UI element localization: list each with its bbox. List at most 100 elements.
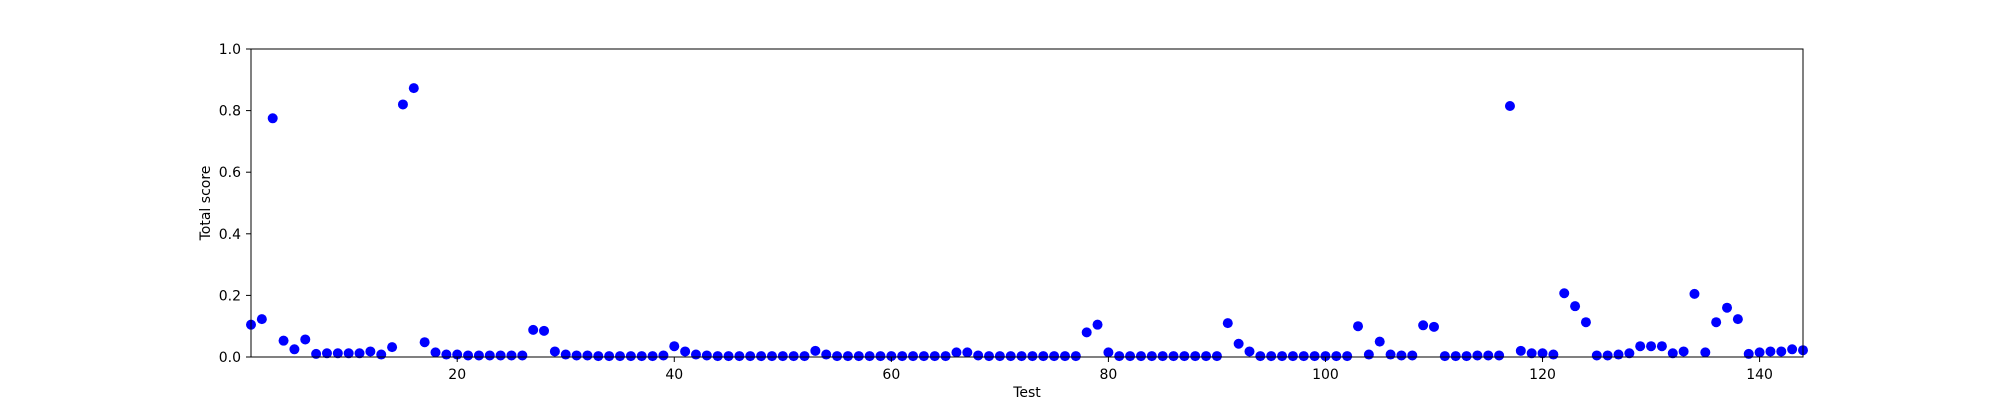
- data-point: [1222, 318, 1233, 329]
- data-point: [582, 350, 593, 361]
- data-point: [658, 350, 669, 361]
- x-axis-label: Test: [1012, 385, 1041, 400]
- data-point: [1027, 351, 1038, 362]
- data-point: [1353, 321, 1364, 332]
- y-tick-label: 0.8: [219, 104, 241, 120]
- data-point: [441, 349, 452, 360]
- data-point: [1494, 350, 1505, 361]
- data-point: [1548, 349, 1559, 360]
- data-point: [387, 342, 398, 353]
- data-point: [777, 351, 788, 362]
- data-point: [1602, 350, 1613, 361]
- data-point: [1190, 351, 1201, 362]
- data-point: [1559, 288, 1570, 299]
- y-tick-label: 0.0: [219, 350, 241, 366]
- plot-frame: [250, 48, 1804, 358]
- data-points: [246, 83, 1808, 362]
- data-point: [1201, 351, 1212, 362]
- x-tick-label: 60: [882, 367, 900, 383]
- data-point: [1135, 351, 1146, 362]
- y-tick-label: 1.0: [219, 42, 241, 58]
- data-point: [615, 351, 626, 362]
- data-point: [560, 349, 571, 360]
- data-point: [1114, 351, 1125, 362]
- data-point: [984, 351, 995, 362]
- data-point: [517, 350, 528, 361]
- data-point: [1450, 351, 1461, 362]
- data-point: [1255, 351, 1266, 362]
- data-point: [1211, 351, 1222, 362]
- data-point: [864, 351, 875, 362]
- y-axis-label: Total score: [198, 166, 214, 242]
- data-point: [1418, 320, 1429, 331]
- data-point: [853, 351, 864, 362]
- data-point: [701, 350, 712, 361]
- data-point: [1787, 344, 1798, 355]
- data-point: [463, 350, 474, 361]
- data-point: [1407, 350, 1418, 361]
- data-point: [886, 351, 897, 362]
- data-point: [1776, 346, 1787, 357]
- data-point: [1059, 351, 1070, 362]
- data-point: [528, 324, 539, 335]
- data-point: [1765, 346, 1776, 357]
- data-point: [908, 351, 919, 362]
- x-tick-label: 120: [1529, 367, 1556, 383]
- data-point: [1309, 351, 1320, 362]
- data-point: [669, 341, 680, 352]
- data-point: [1580, 317, 1591, 328]
- data-point: [1277, 351, 1288, 362]
- data-point: [1689, 288, 1700, 299]
- data-point: [473, 350, 484, 361]
- data-point: [929, 351, 940, 362]
- data-point: [734, 351, 745, 362]
- data-point: [1331, 351, 1342, 362]
- data-point: [1646, 341, 1657, 352]
- data-point: [343, 348, 354, 359]
- data-point: [1700, 347, 1711, 358]
- y-axis-ticks: 0.0 0.2 0.4 0.6 0.8 1.0: [219, 42, 251, 366]
- data-point: [1092, 319, 1103, 330]
- data-point: [940, 351, 951, 362]
- data-point: [766, 351, 777, 362]
- data-point: [1472, 350, 1483, 361]
- data-point: [1591, 350, 1602, 361]
- data-point: [1005, 351, 1016, 362]
- data-point: [1168, 351, 1179, 362]
- data-point: [593, 351, 604, 362]
- x-tick-label: 140: [1746, 367, 1773, 383]
- data-point: [1635, 341, 1646, 352]
- data-point: [1070, 351, 1081, 362]
- data-point: [918, 351, 929, 362]
- data-point: [842, 351, 853, 362]
- data-point: [256, 314, 267, 325]
- data-point: [723, 351, 734, 362]
- data-point: [430, 347, 441, 358]
- data-point: [994, 351, 1005, 362]
- data-point: [1049, 351, 1060, 362]
- data-point: [484, 350, 495, 361]
- data-point: [1287, 351, 1298, 362]
- x-tick-label: 80: [1099, 367, 1117, 383]
- data-point: [799, 351, 810, 362]
- data-point: [1298, 351, 1309, 362]
- data-point: [1146, 351, 1157, 362]
- data-point: [647, 351, 658, 362]
- data-point: [1103, 347, 1114, 358]
- data-point: [1515, 345, 1526, 356]
- data-point: [1461, 351, 1472, 362]
- data-point: [636, 351, 647, 362]
- data-point: [321, 348, 332, 359]
- data-point: [1320, 351, 1331, 362]
- data-point: [571, 350, 582, 361]
- data-point: [300, 334, 311, 345]
- data-point: [1016, 351, 1027, 362]
- data-point: [354, 348, 365, 359]
- data-point: [1504, 100, 1515, 111]
- data-point: [495, 350, 506, 361]
- data-point: [1667, 348, 1678, 359]
- data-point: [1732, 314, 1743, 325]
- data-point: [267, 113, 278, 124]
